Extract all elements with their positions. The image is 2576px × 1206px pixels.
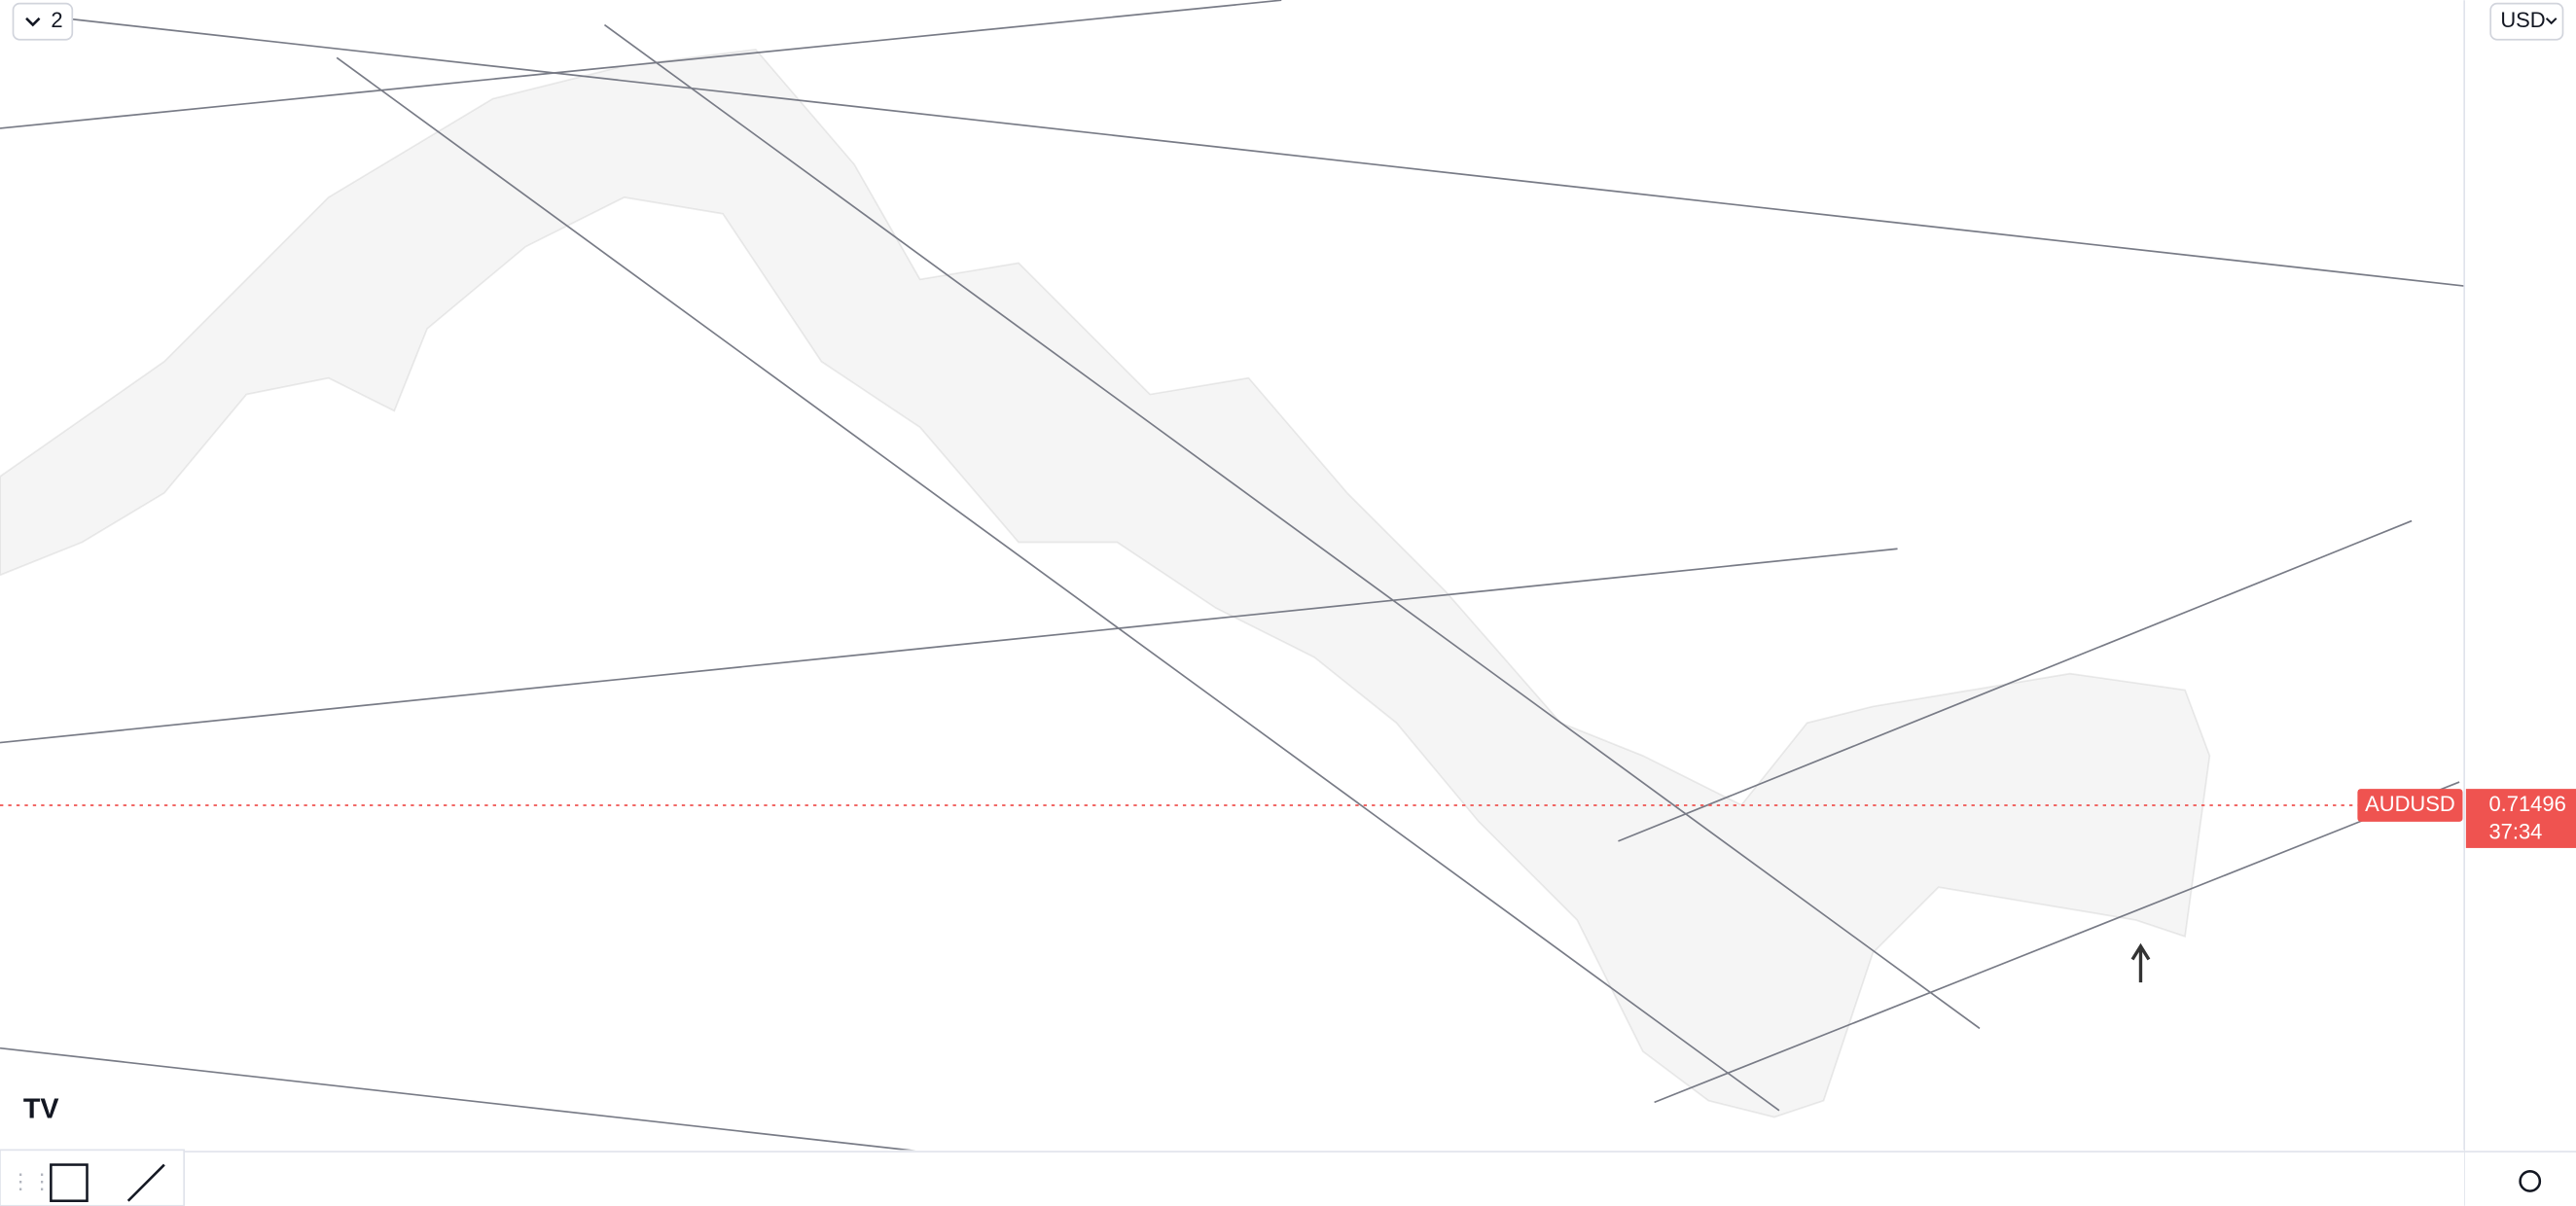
arrow-annotation xyxy=(2130,942,2151,983)
drawing-toolbar xyxy=(0,1149,185,1206)
trend-line xyxy=(0,0,1282,129)
price-tag xyxy=(2465,789,2576,848)
line-tool[interactable] xyxy=(126,1163,165,1202)
drag-handle[interactable]: ⋮⋮ xyxy=(10,1169,53,1193)
settings-button[interactable] xyxy=(2519,1170,2542,1192)
symbol-tag xyxy=(2357,789,2463,822)
rectangle-tool[interactable] xyxy=(50,1163,89,1202)
collapse-button[interactable] xyxy=(12,2,74,41)
trend-line xyxy=(1654,781,2460,1104)
symbol-label: AUDUSD xyxy=(2365,792,2455,816)
last-price-tag: AUDUSD 0.71496 37:34 xyxy=(2357,789,2576,848)
trend-line xyxy=(336,56,1780,1112)
trend-line xyxy=(603,23,1981,1030)
currency-button[interactable] xyxy=(2489,2,2564,41)
countdown: 37:34 xyxy=(2488,820,2542,844)
price-axis xyxy=(2464,0,2576,1151)
logo-badge[interactable] xyxy=(10,1083,73,1137)
trend-line xyxy=(0,548,1898,744)
last-price-label: 0.71496 xyxy=(2488,792,2565,816)
trend-line xyxy=(0,1046,937,1154)
trend-lines xyxy=(0,0,2465,1154)
chevron-icon xyxy=(25,17,41,27)
logo: TV xyxy=(23,1093,59,1124)
hidden-count: 2 xyxy=(51,8,62,32)
time-axis xyxy=(0,1150,2465,1206)
trend-line xyxy=(49,16,2465,287)
currency-label: USD xyxy=(2500,8,2545,32)
trend-line xyxy=(1618,519,2413,842)
chevron-icon xyxy=(2545,18,2558,25)
bollinger-band xyxy=(0,48,2211,1118)
